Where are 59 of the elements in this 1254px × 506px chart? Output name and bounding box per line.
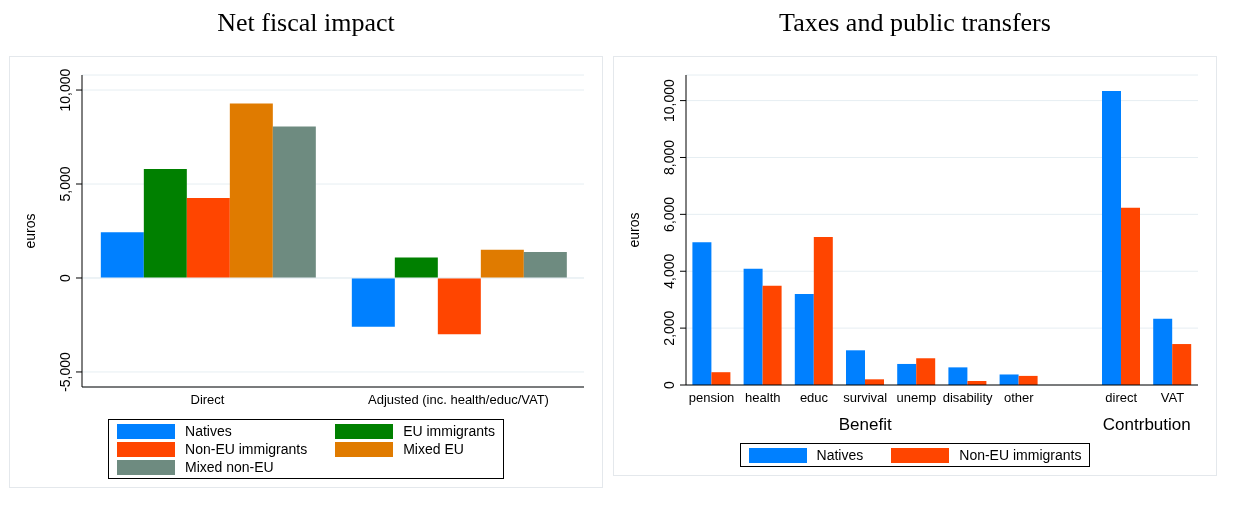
bar xyxy=(916,358,936,385)
legend-label: Natives xyxy=(816,447,864,463)
bar xyxy=(437,277,481,335)
bar xyxy=(523,252,567,278)
chart-title: Net fiscal impact xyxy=(217,8,395,39)
x-tick-label: other xyxy=(1003,390,1035,406)
y-tick-label: 2,000 xyxy=(661,310,677,346)
x-tick-label: health xyxy=(745,390,781,406)
y-axis-title: euros xyxy=(625,212,642,248)
y-tick-label: -5,000 xyxy=(57,351,73,392)
bar xyxy=(846,350,865,385)
legend-label: Mixed EU xyxy=(403,441,464,457)
bar xyxy=(1153,318,1173,385)
legend-label: EU immigrants xyxy=(403,423,495,439)
bar xyxy=(351,277,395,327)
legend-label: Mixed non-EU xyxy=(185,459,274,475)
y-tick-label: 10,000 xyxy=(661,78,677,123)
bar xyxy=(1172,344,1192,385)
y-axis-title: euros xyxy=(21,213,38,249)
bar xyxy=(186,198,230,278)
x-tick-label: pension xyxy=(688,390,735,406)
x-tick-label: survival xyxy=(843,390,888,406)
x-tick-label: Direct xyxy=(190,392,225,408)
bar xyxy=(272,126,316,278)
text: Contrbution xyxy=(1101,415,1192,435)
bar xyxy=(762,285,782,385)
bar xyxy=(229,103,273,278)
bar xyxy=(711,372,731,385)
bar xyxy=(143,168,187,278)
y-tick-label: 8,000 xyxy=(661,139,677,175)
y-tick-label: 10,000 xyxy=(57,68,73,112)
y-tick-label: 6,000 xyxy=(661,196,677,232)
y-tick-label: 5,000 xyxy=(57,166,73,202)
x-tick-label: educ xyxy=(799,390,829,406)
bar xyxy=(1102,90,1121,385)
x-tick-label: VAT xyxy=(1160,390,1185,406)
legend-label: Natives xyxy=(185,423,232,439)
x-tick-label: Adjusted (inc. health/educ/VAT) xyxy=(368,392,549,408)
bar xyxy=(394,257,438,278)
bar xyxy=(743,268,763,385)
bar xyxy=(813,237,833,385)
bar xyxy=(100,232,144,278)
legend-label: Non-EU immigrants xyxy=(185,441,308,457)
x-tick-label: disability xyxy=(942,390,994,406)
bar xyxy=(794,293,814,385)
bar xyxy=(897,363,917,385)
y-tick-label: 0 xyxy=(57,273,73,282)
bar xyxy=(999,374,1019,385)
bar xyxy=(948,367,968,385)
bar xyxy=(1121,207,1140,385)
y-tick-label: 0 xyxy=(661,380,677,389)
text: Benefit xyxy=(837,415,893,435)
bar xyxy=(692,242,712,385)
x-tick-label: unemp xyxy=(896,390,937,406)
x-tick-label: direct xyxy=(1105,390,1138,406)
legend-label: Non-EU immigrants xyxy=(959,447,1082,463)
chart-title: Taxes and public transfers xyxy=(779,8,1051,39)
bar xyxy=(480,249,524,278)
y-tick-label: 4,000 xyxy=(661,253,677,289)
